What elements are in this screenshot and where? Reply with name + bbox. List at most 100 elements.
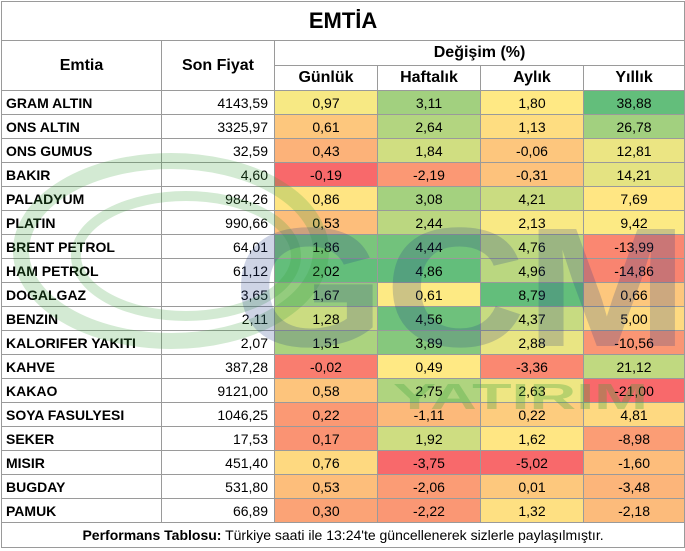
last-price-cell: 9121,00 [161,378,275,403]
commodity-name: HAM PETROL [1,258,162,283]
commodity-name: ONS ALTIN [1,114,162,139]
table-row: KALORIFER YAKITI 2,07 1,51 3,89 2,88 -10,56 [1,330,685,355]
commodity-name: BUGDAY [1,474,162,499]
table-row: PALADYUM 984,26 0,86 3,08 4,21 7,69 [1,186,685,211]
monthly-change-cell: 1,13 [480,114,584,139]
table-row: PLATIN 990,66 0,53 2,44 2,13 9,42 [1,210,685,235]
yearly-change-cell: 9,42 [582,210,685,235]
monthly-change-cell: 4,37 [480,306,584,331]
commodity-name: KAHVE [1,354,162,379]
weekly-change-cell: 2,44 [377,210,481,235]
daily-change-cell: 0,61 [274,114,378,139]
commodity-name: GRAM ALTIN [1,90,162,115]
monthly-change-cell: 1,62 [480,426,584,451]
weekly-change-cell: 3,11 [377,90,481,115]
monthly-change-cell: 1,32 [480,498,584,523]
weekly-change-cell: 2,64 [377,114,481,139]
last-price-cell: 17,53 [161,426,275,451]
last-price-cell: 990,66 [161,210,275,235]
table-row: KAKAO 9121,00 0,58 2,75 2,63 -21,00 [1,378,685,403]
header-weekly: Haftalık [377,65,481,91]
header-change-percent: Değişim (%) [273,40,685,66]
table-row: ONS ALTIN 3325,97 0,61 2,64 1,13 26,78 [1,114,685,139]
monthly-change-cell: -5,02 [480,450,584,475]
weekly-change-cell: 2,75 [377,378,481,403]
last-price-cell: 4143,59 [161,90,275,115]
weekly-change-cell: -3,75 [377,450,481,475]
last-price-cell: 4,60 [161,162,275,187]
yearly-change-cell: -10,56 [582,330,685,355]
yearly-change-cell: -21,00 [582,378,685,403]
weekly-change-cell: -2,06 [377,474,481,499]
commodity-name: BAKIR [1,162,162,187]
weekly-change-cell: 3,89 [377,330,481,355]
last-price-cell: 451,40 [161,450,275,475]
weekly-change-cell: 4,56 [377,306,481,331]
yearly-change-cell: 21,12 [582,354,685,379]
table-body: GRAM ALTIN 4143,59 0,97 3,11 1,80 38,88 ONS AL… [1,90,685,523]
weekly-change-cell: 0,49 [377,354,481,379]
daily-change-cell: 0,53 [274,474,378,499]
weekly-change-cell: 1,92 [377,426,481,451]
yearly-change-cell: 38,88 [582,90,685,115]
monthly-change-cell: 1,80 [480,90,584,115]
last-price-cell: 387,28 [161,354,275,379]
daily-change-cell: 1,51 [274,330,378,355]
header-last-price: Son Fiyat [161,40,275,91]
table-row: ONS GUMUS 32,59 0,43 1,84 -0,06 12,81 [1,138,685,163]
table-row: SOYA FASULYESI 1046,25 0,22 -1,11 0,22 4,81 [1,402,685,427]
commodity-name: SEKER [1,426,162,451]
daily-change-cell: 0,22 [274,402,378,427]
monthly-change-cell: 0,22 [480,402,584,427]
table-footer: Performans Tablosu: Türkiye saati ile 13… [0,522,685,548]
daily-change-cell: 0,76 [274,450,378,475]
yearly-change-cell: 0,66 [582,282,685,307]
last-price-cell: 66,89 [161,498,275,523]
table-row: SEKER 17,53 0,17 1,92 1,62 -8,98 [1,426,685,451]
header-commodity: Emtia [1,40,162,91]
last-price-cell: 61,12 [161,258,275,283]
commodity-name: PAMUK [1,498,162,523]
footer-text: Türkiye saati ile 13:24'te güncellenerek… [221,527,604,543]
daily-change-cell: 0,58 [274,378,378,403]
daily-change-cell: -0,02 [274,354,378,379]
yearly-change-cell: -8,98 [582,426,685,451]
commodity-name: ONS GUMUS [1,138,162,163]
header-daily: Günlük [274,65,378,91]
commodity-name: KALORIFER YAKITI [1,330,162,355]
weekly-change-cell: 3,08 [377,186,481,211]
table-row: GRAM ALTIN 4143,59 0,97 3,11 1,80 38,88 [1,90,685,115]
table-title: EMTİA [0,1,685,41]
last-price-cell: 531,80 [161,474,275,499]
header-yearly: Yıllık [582,65,685,91]
yearly-change-cell: 4,81 [582,402,685,427]
commodity-name: BRENT PETROL [1,234,162,259]
daily-change-cell: 1,67 [274,282,378,307]
yearly-change-cell: -1,60 [582,450,685,475]
monthly-change-cell: 2,63 [480,378,584,403]
monthly-change-cell: 2,88 [480,330,584,355]
table-row: BENZIN 2,11 1,28 4,56 4,37 5,00 [1,306,685,331]
daily-change-cell: 0,43 [274,138,378,163]
commodity-name: KAKAO [1,378,162,403]
yearly-change-cell: -14,86 [582,258,685,283]
last-price-cell: 2,07 [161,330,275,355]
daily-change-cell: 0,97 [274,90,378,115]
commodity-name: DOGALGAZ [1,282,162,307]
yearly-change-cell: 5,00 [582,306,685,331]
commodity-name: BENZIN [1,306,162,331]
last-price-cell: 2,11 [161,306,275,331]
monthly-change-cell: -0,06 [480,138,584,163]
table-row: BRENT PETROL 64,01 1,86 4,44 4,76 -13,99 [1,234,685,259]
monthly-change-cell: 2,13 [480,210,584,235]
yearly-change-cell: 12,81 [582,138,685,163]
daily-change-cell: 0,30 [274,498,378,523]
last-price-cell: 64,01 [161,234,275,259]
daily-change-cell: 0,17 [274,426,378,451]
table-row: PAMUK 66,89 0,30 -2,22 1,32 -2,18 [1,498,685,523]
monthly-change-cell: 8,79 [480,282,584,307]
daily-change-cell: 1,28 [274,306,378,331]
monthly-change-cell: 0,01 [480,474,584,499]
weekly-change-cell: -1,11 [377,402,481,427]
